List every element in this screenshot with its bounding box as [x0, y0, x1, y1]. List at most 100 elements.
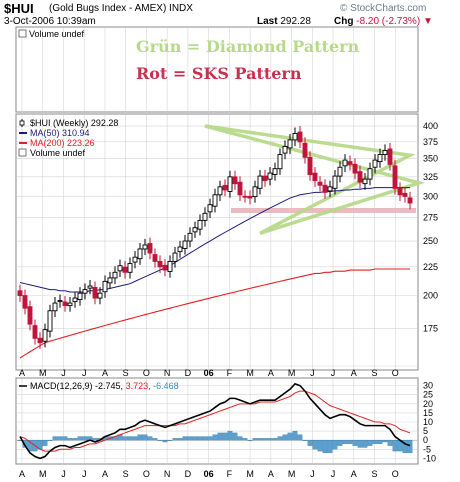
- candle-body: [377, 154, 383, 163]
- candle-body: [342, 159, 348, 167]
- macd-tick-label-1: -5: [423, 444, 431, 454]
- x-tick-label-12: A: [268, 368, 274, 378]
- candle-body: [172, 252, 178, 262]
- panel-frame-1: [15, 26, 419, 113]
- x-tick-label-bottom-16: A: [351, 469, 357, 479]
- macd-histogram-bar: [272, 438, 278, 441]
- macd-histogram-bar: [122, 436, 128, 441]
- x-tick-label-5: S: [123, 368, 129, 378]
- macd-tick-label-0: -10: [423, 453, 436, 463]
- macd-histogram-bar: [287, 432, 293, 441]
- candle-body: [402, 192, 408, 197]
- price-tick-label-2: 225: [423, 262, 438, 272]
- chart-symbol: $HUI: [4, 1, 34, 16]
- macd-histogram-bar: [177, 438, 183, 441]
- macd-histogram-bar: [132, 436, 138, 441]
- candle-body: [282, 145, 288, 154]
- macd-histogram-bar: [212, 434, 218, 441]
- last-value: 292.28: [280, 16, 311, 27]
- x-tick-label-bottom-1: M: [39, 469, 47, 479]
- candle-body: [352, 163, 358, 174]
- last-label: Last: [257, 16, 278, 27]
- price-legend-ma200: MA(200) 223.26: [30, 138, 95, 148]
- candle-body: [232, 176, 238, 185]
- macd-tick-label-3: 5: [423, 426, 428, 436]
- macd-histogram-bar: [92, 438, 98, 441]
- candle-body: [32, 325, 38, 339]
- macd-histogram-bar: [292, 430, 298, 441]
- macd-legend: MACD(12,26,9) -2.745, 3.723, -6.468: [30, 381, 179, 391]
- candle-body: [157, 260, 163, 268]
- macd-histogram-bar: [22, 440, 28, 448]
- macd-histogram-bar: [247, 440, 253, 441]
- x-tick-label-bottom-4: A: [102, 469, 108, 479]
- candle-body: [137, 248, 143, 260]
- macd-tick-label-2: 0: [423, 435, 428, 445]
- macd-histogram-bar: [57, 436, 63, 441]
- x-tick-label-18: O: [392, 368, 399, 378]
- candle-body: [22, 295, 28, 309]
- candle-body: [77, 292, 83, 300]
- x-tick-label-bottom-2: J: [61, 469, 66, 479]
- macd-legend-part: MACD(12,26,9): [30, 381, 95, 391]
- candle-body: [357, 171, 363, 183]
- candle-body: [267, 172, 273, 180]
- candle-body: [297, 131, 303, 143]
- volume-legend-box: [18, 29, 27, 38]
- candle-body: [252, 186, 258, 198]
- macd-histogram-bar: [42, 440, 48, 446]
- x-tick-label-3: J: [82, 368, 87, 378]
- price-legend-box: Volume undef: [30, 148, 86, 158]
- x-tick-label-bottom-15: J: [331, 469, 336, 479]
- candle-body: [317, 181, 323, 186]
- candle-body: [182, 240, 188, 249]
- macd-histogram-bar: [52, 436, 58, 441]
- candle-body: [27, 306, 33, 325]
- x-tick-label-bottom-12: A: [268, 469, 274, 479]
- top-panel-label: Volume undef: [29, 29, 85, 39]
- ma200-line: [19, 268, 410, 359]
- macd-histogram-bar: [382, 440, 388, 443]
- price-legend-ma50: MA(50) 310.94: [30, 128, 90, 138]
- macd-legend-part: -6.468: [153, 381, 179, 391]
- candle-body: [382, 150, 388, 156]
- macd-tick-label-6: 20: [423, 399, 433, 409]
- candle-body: [327, 186, 333, 192]
- chg-label: Chg: [334, 16, 354, 27]
- x-tick-label-9: 06: [204, 368, 214, 378]
- macd-histogram-bar: [337, 440, 343, 446]
- candle-body: [257, 175, 263, 189]
- candle-body: [262, 175, 268, 182]
- macd-histogram-bar: [277, 436, 283, 441]
- x-tick-label-bottom-18: O: [392, 469, 399, 479]
- macd-histogram-bar: [372, 440, 378, 444]
- chg-value: -8.20 (-2.73%): [356, 16, 421, 27]
- macd-histogram-bar: [252, 438, 258, 441]
- price-tick-label-4: 275: [423, 213, 438, 223]
- candle-body: [67, 302, 73, 307]
- candle-body: [397, 187, 403, 196]
- annotation-sks: Rot = SKS Pattern: [136, 64, 302, 83]
- price-tick-label-5: 300: [423, 191, 438, 201]
- candle-body: [227, 176, 233, 192]
- x-tick-label-15: J: [331, 368, 336, 378]
- candle-body: [222, 184, 228, 191]
- macd-histogram-bar: [237, 436, 243, 441]
- macd-histogram-bar: [347, 440, 353, 444]
- macd-histogram-bar: [147, 436, 153, 441]
- candle-body: [192, 227, 198, 233]
- candle-body: [272, 168, 278, 176]
- annotation-diamond: Grün = Diamond Pattern: [136, 37, 360, 56]
- x-tick-label-6: O: [143, 368, 150, 378]
- macd-histogram-bar: [357, 440, 363, 448]
- macd-signal-line: [19, 390, 411, 452]
- macd-histogram-bar: [162, 440, 168, 443]
- macd-histogram-bar: [367, 440, 373, 446]
- candle-body: [62, 301, 68, 307]
- price-change: Chg -8.20 (-2.73%) ▼: [334, 16, 433, 27]
- macd-histogram-bar: [82, 436, 88, 441]
- candle-body: [337, 166, 343, 177]
- macd-histogram-bar: [232, 432, 238, 441]
- price-tick-label-8: 375: [423, 137, 438, 147]
- macd-histogram-bar: [142, 434, 148, 441]
